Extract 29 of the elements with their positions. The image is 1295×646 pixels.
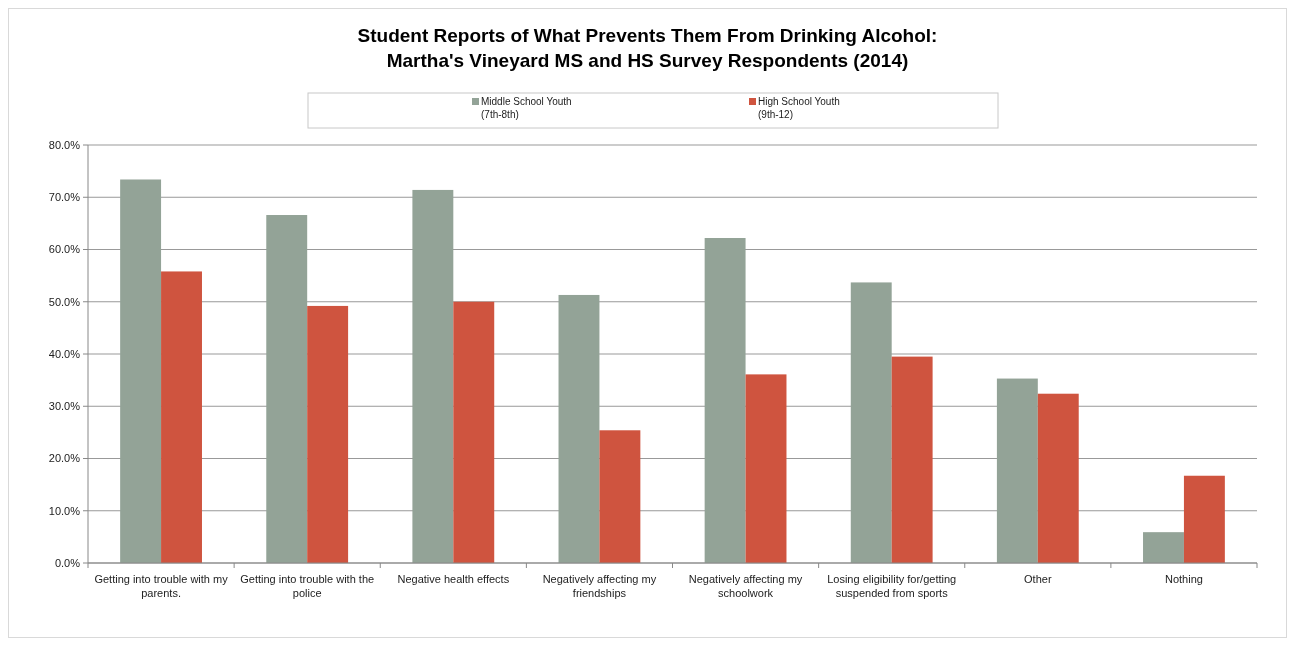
x-tick-label: Losing eligibility for/getting suspended from sports	[827, 573, 957, 599]
bar	[891, 356, 933, 563]
x-tick-label: Getting into trouble with my parents.	[94, 573, 229, 599]
x-tick-label: Negatively affecting my friendships	[542, 573, 657, 599]
x-tick-label: Nothing	[1164, 573, 1203, 585]
chart-title: Student Reports of What Prevents Them From Drinking Alcohol: Martha's Vineyard MS and HS Survey Respondents (2014)	[357, 25, 938, 71]
x-tick-label: Getting into trouble with the police	[240, 573, 375, 599]
y-tick-label: 50.0%	[48, 295, 81, 308]
bar	[453, 301, 495, 563]
y-tick-label: 70.0%	[48, 191, 81, 204]
y-tick-label: 80.0%	[48, 138, 81, 151]
y-tick-label: 60.0%	[48, 243, 81, 256]
x-tick-label: Negative health effects	[397, 573, 510, 585]
y-tick-label: 40.0%	[48, 347, 81, 360]
bar	[1143, 532, 1184, 563]
y-tick-label: 10.0%	[48, 504, 81, 517]
bar	[307, 305, 349, 563]
y-tick-label: 20.0%	[48, 452, 81, 465]
y-tick-label: 0.0%	[54, 556, 81, 569]
bar	[745, 374, 787, 563]
bar	[161, 271, 202, 563]
x-tick-label: Negatively affecting my schoolwork	[688, 573, 803, 599]
x-tick-label: Other	[1024, 573, 1052, 585]
legend-label: Middle School Youth (7th-8th)	[481, 96, 572, 120]
y-tick-label: 30.0%	[48, 400, 81, 413]
bar	[599, 430, 641, 563]
legend-label: High School Youth (9th-12)	[758, 96, 840, 120]
bar	[1037, 393, 1079, 563]
bar	[1183, 475, 1225, 563]
